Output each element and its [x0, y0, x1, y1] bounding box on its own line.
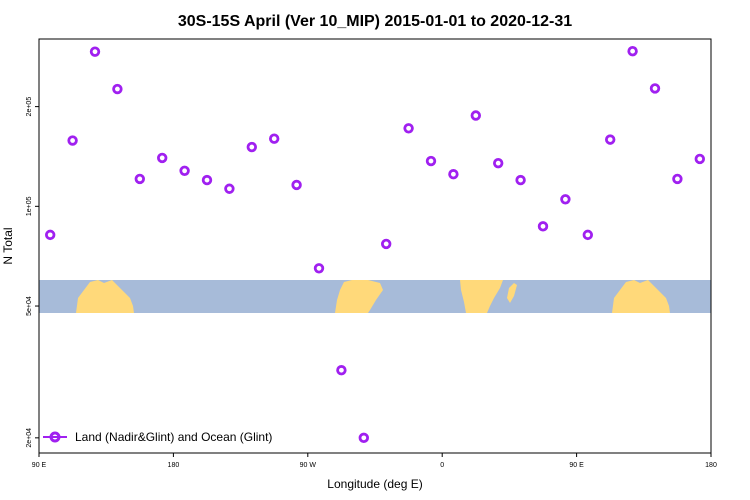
legend: Land (Nadir&Glint) and Ocean (Glint) [43, 430, 272, 444]
x-tick-label: 180 [705, 462, 717, 469]
land-australia-1 [76, 280, 134, 313]
land-madagascar [507, 283, 517, 303]
x-tick-label: 90 E [32, 462, 47, 469]
data-point [179, 165, 190, 177]
data-point [718, 155, 726, 163]
x-axis-label: Longitude (deg E) [327, 477, 422, 491]
data-point [67, 135, 78, 146]
legend-label: Land (Nadir&Glint) and Ocean (Glint) [75, 430, 272, 444]
map-strip [39, 280, 711, 313]
y-axis-label: N Total [1, 227, 15, 264]
data-point [672, 173, 683, 185]
land-australia-2 [612, 280, 670, 313]
data-point [156, 152, 168, 164]
y-tick-label: 2e+04 [26, 428, 33, 448]
data-point [246, 141, 257, 153]
data-point [560, 194, 571, 205]
y-tick-label: 1e+05 [26, 196, 33, 216]
data-point [515, 174, 526, 186]
data-point [605, 134, 616, 145]
data-point [470, 110, 481, 121]
data-point [134, 173, 145, 185]
data-point [694, 153, 705, 165]
data-point [627, 45, 638, 57]
data-point [358, 432, 369, 444]
data-point [269, 133, 280, 144]
data-point [403, 123, 414, 134]
data-point [448, 169, 459, 180]
data-point [112, 83, 123, 95]
legend-marker [49, 431, 61, 443]
chart-title: 30S-15S April (Ver 10_MIP) 2015-01-01 to… [178, 13, 572, 30]
data-point [493, 157, 504, 169]
data-point [291, 179, 302, 191]
y-tick-label: 5e+04 [26, 296, 33, 316]
data-point [649, 83, 661, 94]
data-point [45, 229, 56, 241]
x-tick-label: 0 [440, 462, 444, 469]
land-south-america [335, 280, 383, 313]
plot-frame [38, 38, 712, 454]
y-axis: 2e+04 5e+04 1e+05 2e+05 [26, 97, 39, 448]
land-africa [460, 280, 503, 313]
data-point [313, 263, 325, 274]
data-point [582, 229, 593, 241]
x-tick-label: 180 [168, 462, 180, 469]
x-tick-label: 90 W [300, 462, 317, 469]
data-points [45, 45, 726, 444]
data-point [537, 221, 549, 232]
data-point [89, 46, 101, 57]
data-point [425, 155, 437, 167]
x-tick-label: 90 E [569, 462, 584, 469]
data-point [381, 238, 392, 250]
y-tick-label: 2e+05 [26, 97, 33, 117]
data-point [201, 174, 213, 186]
data-point [336, 365, 347, 376]
data-point [224, 183, 235, 194]
x-axis: 90 E 180 90 W 0 90 E 180 [32, 453, 717, 469]
